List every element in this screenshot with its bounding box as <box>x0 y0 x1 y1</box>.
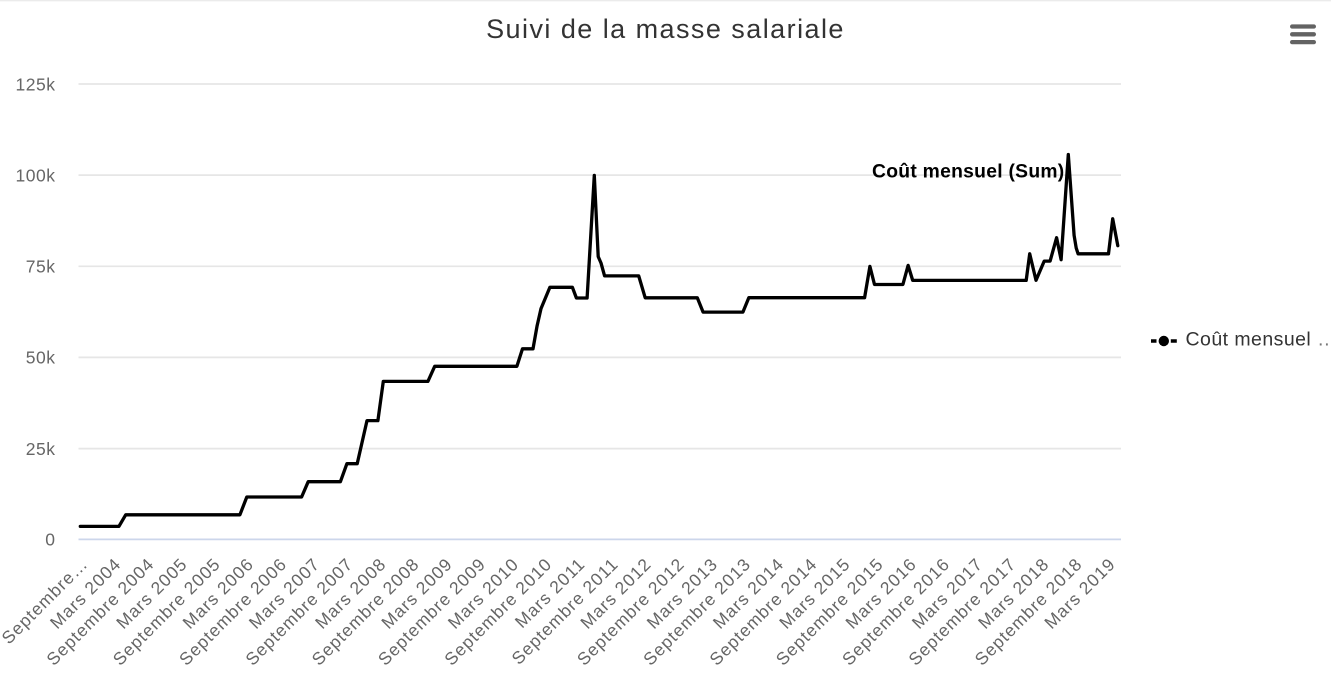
svg-text:25k: 25k <box>26 439 56 459</box>
svg-text:100k: 100k <box>16 165 56 185</box>
svg-text:50k: 50k <box>26 348 56 368</box>
svg-text:Coût mensuel (Sum): Coût mensuel (Sum) <box>872 162 1065 183</box>
svg-text:Suivi de la masse salariale: Suivi de la masse salariale <box>486 14 845 44</box>
svg-text:125k: 125k <box>16 74 56 94</box>
svg-text:0: 0 <box>45 530 55 550</box>
svg-text:Coût mensuel …: Coût mensuel … <box>1186 329 1331 351</box>
svg-text:75k: 75k <box>26 257 56 277</box>
